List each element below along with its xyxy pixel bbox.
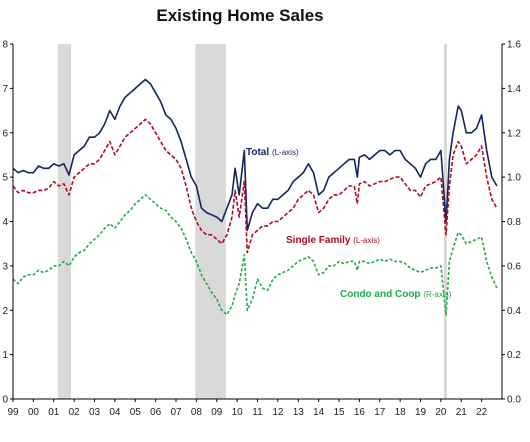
x-tick-label: 01	[48, 407, 60, 418]
x-tick-label: 15	[333, 407, 345, 418]
annotation-condo-name: Condo and Coop	[340, 289, 421, 300]
annotation-total-name: Total	[246, 147, 269, 158]
x-tick-label: 21	[456, 407, 468, 418]
x-tick-label: 04	[109, 407, 121, 418]
right-tick-label: 0.0	[507, 395, 521, 406]
annotation-single-family-axis: (L-axis)	[353, 236, 380, 245]
right-tick-label: 0.8	[507, 217, 521, 228]
x-tick-label: 18	[395, 407, 407, 418]
right-tick-label: 1.0	[507, 173, 521, 184]
left-tick-label: 4	[2, 217, 8, 228]
x-tick-label: 10	[232, 407, 244, 418]
x-tick-label: 22	[476, 407, 488, 418]
annotation-single-family: Single Family (L-axis)	[286, 235, 380, 246]
series-condo-coop-line	[12, 194, 498, 316]
annotation-total-axis: (L-axis)	[272, 148, 299, 157]
recession-band-1	[57, 44, 72, 399]
series-total-line	[12, 78, 498, 232]
x-tick-label: 99	[7, 407, 19, 418]
left-tick-label: 5	[2, 173, 8, 184]
right-tick-label: 0.2	[507, 350, 521, 361]
left-tick-label: 3	[2, 261, 8, 272]
series-single-family-line	[12, 118, 498, 254]
x-tick-label: 00	[28, 407, 40, 418]
x-tick-label: 13	[293, 407, 305, 418]
x-tick-label: 16	[354, 407, 366, 418]
right-tick-label: 1.2	[507, 128, 521, 139]
annotation-total: Total (L-axis)	[246, 147, 299, 158]
right-tick-label: 1.6	[507, 40, 521, 51]
left-tick-label: 2	[2, 306, 8, 317]
x-tick-label: 19	[415, 407, 427, 418]
axis-layer	[10, 43, 505, 402]
right-tick-label: 0.6	[507, 261, 521, 272]
annotation-single-family-name: Single Family	[286, 235, 351, 246]
x-tick-label: 20	[435, 407, 447, 418]
left-tick-label: 6	[2, 128, 8, 139]
left-tick-label: 7	[2, 84, 8, 95]
plot-background	[13, 44, 502, 399]
x-tick-label: 09	[211, 407, 223, 418]
chart-title: Existing Home Sales	[156, 6, 324, 25]
x-tick-label: 02	[69, 407, 81, 418]
x-tick-label: 17	[374, 407, 386, 418]
x-tick-label: 07	[170, 407, 182, 418]
series-layer	[12, 78, 498, 316]
x-tick-label: 05	[130, 407, 142, 418]
x-tick-label: 06	[150, 407, 162, 418]
x-tick-label: 12	[272, 407, 284, 418]
right-tick-label: 0.4	[507, 306, 521, 317]
annotation-condo: Condo and Coop (R-axis)	[340, 289, 452, 300]
x-tick-label: 03	[89, 407, 101, 418]
left-tick-label: 8	[2, 40, 8, 51]
annotation-condo-axis: (R-axis)	[423, 290, 451, 299]
x-tick-label: 08	[191, 407, 203, 418]
x-tick-label: 11	[252, 407, 263, 418]
right-tick-label: 1.4	[507, 84, 521, 95]
x-tick-label: 14	[313, 407, 325, 418]
left-tick-label: 0	[2, 395, 8, 406]
left-tick-label: 1	[2, 350, 8, 361]
